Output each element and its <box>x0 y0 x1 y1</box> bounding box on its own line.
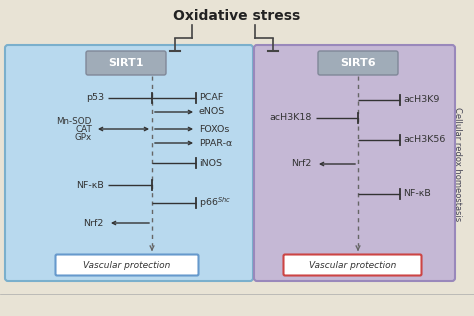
Text: NF-κB: NF-κB <box>76 180 104 190</box>
FancyBboxPatch shape <box>254 45 455 281</box>
Text: CAT: CAT <box>75 125 92 133</box>
Text: acH3K9: acH3K9 <box>403 95 439 105</box>
FancyBboxPatch shape <box>283 254 421 276</box>
Text: Vascular protection: Vascular protection <box>83 260 171 270</box>
FancyBboxPatch shape <box>5 45 253 281</box>
Text: Cellular redox homeostasis: Cellular redox homeostasis <box>454 107 463 221</box>
Text: Mn-SOD: Mn-SOD <box>56 117 92 125</box>
Text: p53: p53 <box>86 94 104 102</box>
Text: Nrf2: Nrf2 <box>292 160 312 168</box>
FancyBboxPatch shape <box>55 254 199 276</box>
Text: FOXOs: FOXOs <box>199 125 229 133</box>
Text: SIRT1: SIRT1 <box>108 58 144 68</box>
Text: GPx: GPx <box>75 132 92 142</box>
Text: PCAF: PCAF <box>199 94 223 102</box>
Text: Oxidative stress: Oxidative stress <box>173 9 301 23</box>
Text: acH3K56: acH3K56 <box>403 136 446 144</box>
Text: eNOS: eNOS <box>199 107 225 117</box>
Text: Vascular protection: Vascular protection <box>309 260 396 270</box>
Text: iNOS: iNOS <box>199 159 222 167</box>
FancyBboxPatch shape <box>86 51 166 75</box>
FancyBboxPatch shape <box>318 51 398 75</box>
Text: NF-κB: NF-κB <box>403 190 431 198</box>
Text: acH3K18: acH3K18 <box>270 113 312 123</box>
Text: SIRT6: SIRT6 <box>340 58 376 68</box>
Text: Nrf2: Nrf2 <box>83 218 104 228</box>
Text: PPAR-α: PPAR-α <box>199 138 232 148</box>
Text: p66$^{Shc}$: p66$^{Shc}$ <box>199 196 231 210</box>
